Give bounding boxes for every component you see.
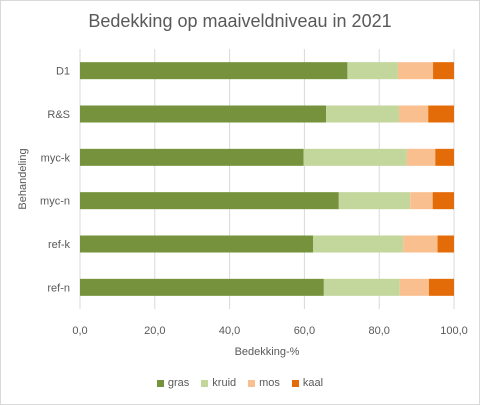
bar-segment-kruid [303,148,407,166]
x-axis-label: Bedekking-% [234,346,300,358]
bar-segment-kaal [428,278,454,296]
y-tick-label: R&S [47,109,70,121]
bar-segment-kaal [432,192,454,210]
bar-segment-gras [80,192,339,210]
legend-label: gras [167,377,190,389]
bar-segment-gras [80,278,324,296]
bar-segment-kruid [313,235,404,253]
bar-segment-mos [399,278,429,296]
y-axis-label: Behandeling [17,148,29,210]
legend-item-kaal: kaal [291,377,324,389]
legend-swatch [201,379,209,387]
legend-label: kruid [212,377,237,389]
x-tick-label: 80,0 [368,325,389,337]
x-tick-label: 0,0 [72,325,87,337]
legend-swatch [291,379,299,387]
bar-segment-gras [80,148,304,166]
bar-segment-kruid [338,192,411,210]
bar-segment-mos [399,105,429,123]
bar-segment-kruid [326,105,400,123]
bar-segment-gras [80,235,314,253]
bar-segment-kruid [347,62,398,80]
legend-swatch [156,379,164,387]
x-tick-label: 60,0 [294,325,315,337]
chart-title: Bedekking op maaiveldniveau in 2021 [88,11,392,31]
bar-segment-kruid [323,278,400,296]
bar-segment-gras [80,62,348,80]
x-tick-label: 100,0 [440,325,468,337]
legend-label: mos [259,377,280,389]
bar-segment-mos [403,235,438,253]
bar-segment-kaal [433,62,454,80]
bar-segment-kaal [435,148,454,166]
bar-segment-mos [410,192,433,210]
y-tick-label: myc-k [41,152,71,164]
y-tick-label: D1 [56,66,70,78]
bar-segment-mos [406,148,436,166]
x-tick-label: 20,0 [144,325,165,337]
legend-swatch [248,379,256,387]
y-tick-label: ref-k [48,239,71,251]
legend-item-mos: mos [248,377,280,389]
y-tick-label: myc-n [40,196,70,208]
bar-segment-mos [397,62,434,80]
legend-item-kruid: kruid [201,377,236,389]
x-tick-label: 40,0 [219,325,240,337]
bar-segment-gras [80,105,327,123]
bar-segment-kaal [437,235,454,253]
bar-segment-kaal [428,105,454,123]
legend: gras kruid mos kaal [1,377,479,389]
legend-item-gras: gras [156,377,190,389]
legend-label: kaal [302,377,324,389]
y-tick-label: ref-n [47,282,70,294]
